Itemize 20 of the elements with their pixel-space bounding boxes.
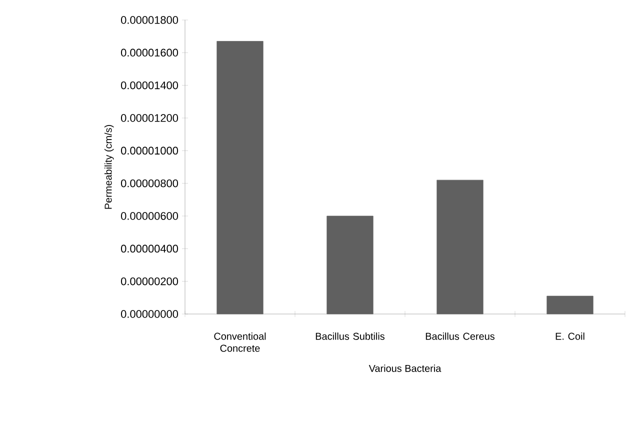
x-tick-label: Conventioal Concrete [214,332,266,352]
x-axis-title: Various Bacteria [368,364,442,372]
y-tick-label: 0.00000200 [121,277,178,286]
bar [546,296,594,314]
y-tick-label: 0.00000600 [121,212,178,220]
y-tick-label: 0.00000400 [121,244,178,253]
x-tick-label: Bacillus Cereus [426,332,495,340]
y-tick-label: 0.00001200 [121,114,178,122]
y-tick-label: 0.00000000 [121,310,178,318]
x-tick-label: Bacillus Subtilis [316,332,385,340]
bar [326,216,374,314]
y-tick-label: 0.00001800 [121,16,178,24]
bar [436,180,484,314]
x-tick-label: E. Coil [556,332,584,340]
y-axis-title: Permeability (cm/s) [104,125,114,209]
y-tick-label: 0.00000800 [121,179,178,188]
y-tick-label: 0.00001400 [121,81,178,90]
y-tick-label: 0.00001000 [121,146,178,155]
y-tick-label: 0.00001600 [121,48,178,57]
bar [216,41,264,314]
